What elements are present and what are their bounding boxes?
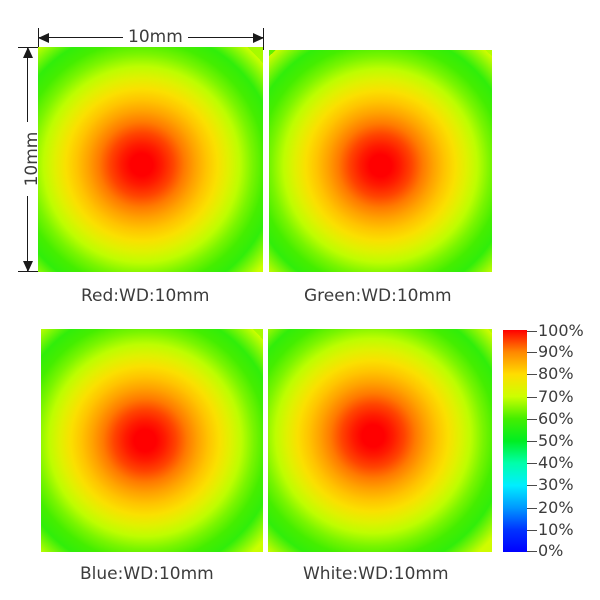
heatmap-hotspot-layer — [38, 47, 263, 272]
colorbar-tick-label: 100% — [538, 321, 584, 340]
colorbar-tick — [527, 551, 537, 552]
arrow-right-icon — [253, 32, 264, 43]
colorbar-tick-label: 40% — [538, 453, 574, 473]
colorbar-legend: 100% 90% 80% 70% 60% 50% 40% 30% 20% 10% 0% — [503, 323, 597, 559]
heatmap-field — [269, 50, 492, 272]
colorbar-tick-label: 60% — [538, 408, 574, 428]
heatmap-field — [268, 329, 492, 552]
colorbar-tick-label: 50% — [538, 431, 574, 450]
colorbar-tick-label: 10% — [538, 519, 574, 539]
arrow-left-icon — [38, 32, 49, 43]
colorbar-tick — [527, 331, 537, 332]
colorbar-tick — [527, 463, 537, 465]
colorbar-tick-label: 0% — [538, 541, 564, 560]
heatmap-panel-blue[interactable] — [41, 329, 263, 552]
colorbar-tick-label: 90% — [538, 342, 574, 362]
arrow-up-icon — [22, 47, 33, 58]
colorbar-gradient — [503, 330, 527, 552]
colorbar-tick-label: 80% — [538, 364, 574, 384]
caption-white: White:WD:10mm — [303, 564, 449, 584]
colorbar-tick — [527, 396, 537, 398]
colorbar-tick — [527, 485, 537, 487]
colorbar-tick — [527, 529, 537, 531]
colorbar-tick — [527, 374, 537, 376]
colorbar-tick-label: 20% — [538, 497, 574, 517]
caption-blue: Blue:WD:10mm — [80, 564, 214, 584]
heatmap-panel-green[interactable] — [269, 50, 492, 272]
colorbar-tick — [527, 507, 537, 509]
caption-green: Green:WD:10mm — [304, 286, 452, 306]
colorbar-tick — [527, 352, 537, 354]
heatmap-panel-white[interactable] — [268, 329, 492, 552]
caption-red: Red:WD:10mm — [81, 286, 210, 306]
heatmap-hotspot-layer — [41, 329, 263, 552]
arrow-down-icon — [22, 261, 33, 272]
heatmap-field — [41, 329, 263, 552]
colorbar-tick — [527, 418, 537, 420]
heatmap-hotspot-layer — [268, 329, 492, 552]
dimension-width-label: 10mm — [123, 28, 188, 46]
colorbar-tick-label: 70% — [538, 386, 574, 406]
heatmap-field — [38, 47, 263, 272]
heatmap-panel-red[interactable] — [38, 47, 263, 272]
heatmap-hotspot-layer — [269, 50, 492, 272]
colorbar-tick-label: 30% — [538, 475, 574, 495]
colorbar-tick — [527, 441, 537, 442]
